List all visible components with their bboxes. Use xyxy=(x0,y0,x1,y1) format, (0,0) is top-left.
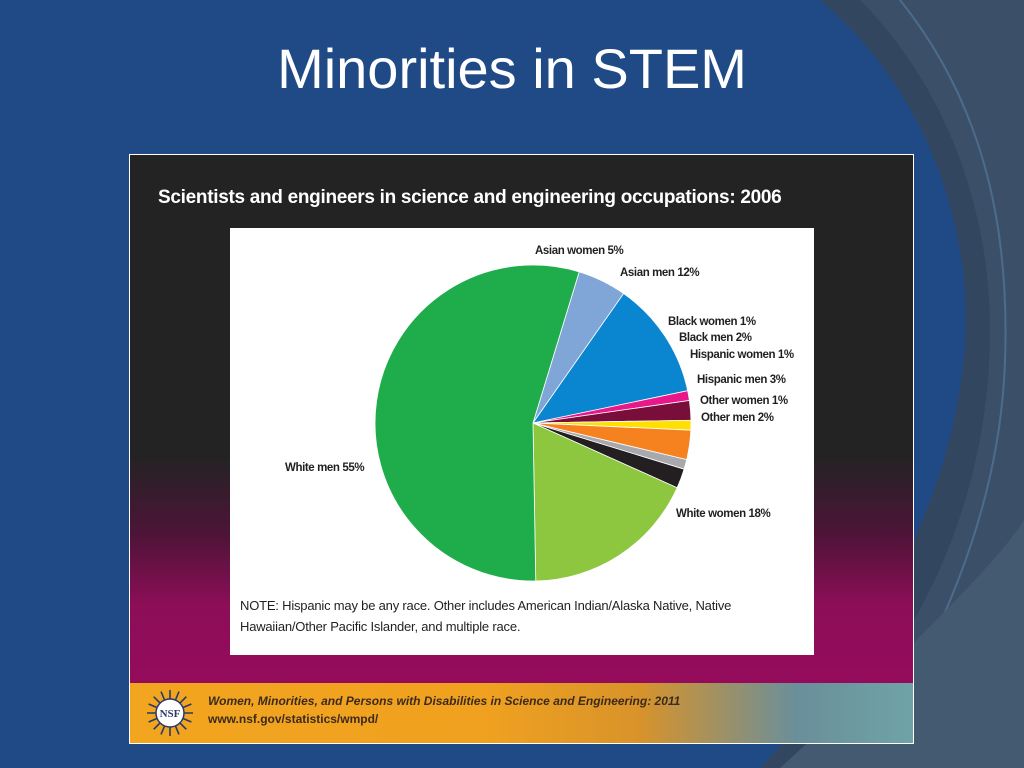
footer-url: www.nsf.gov/statistics/wmpd/ xyxy=(208,712,379,726)
pie-label-other-women: Other women 1% xyxy=(700,395,788,407)
pie-label-black-women: Black women 1% xyxy=(668,316,756,328)
pie-label-white-women: White women 18% xyxy=(676,508,770,520)
pie-label-black-men: Black men 2% xyxy=(679,332,752,344)
pie-label-hispanic-women: Hispanic women 1% xyxy=(690,349,794,361)
source-footer: NSF Women, Minorities, and Persons with … xyxy=(130,683,913,743)
chart-title: Scientists and engineers in science and … xyxy=(158,187,782,208)
pie-chart: Asian women 5% Asian men 12% Black women 1… xyxy=(285,245,794,582)
footer-source: Women, Minorities, and Persons with Disa… xyxy=(208,694,681,708)
pie-slice-white-women xyxy=(532,422,678,582)
pie-label-asian-men: Asian men 12% xyxy=(620,267,699,279)
chart-figure: Scientists and engineers in science and … xyxy=(129,154,914,744)
pie-slice-asian-men xyxy=(532,293,689,424)
pie-label-hispanic-men: Hispanic men 3% xyxy=(697,374,786,386)
nsf-logo-icon: NSF xyxy=(147,690,193,736)
pie-label-white-men: White men 55% xyxy=(285,462,364,474)
pie-label-other-men: Other men 2% xyxy=(701,412,774,424)
nsf-logo-text: NSF xyxy=(160,708,181,720)
pie-slice-white-men xyxy=(374,264,580,582)
chart-note: NOTE: Hispanic may be any race. Other in… xyxy=(240,598,732,634)
slide-title: Minorities in STEM xyxy=(277,37,747,100)
chart-panel: Asian women 5% Asian men 12% Black women 1… xyxy=(230,228,814,655)
pie-label-asian-women: Asian women 5% xyxy=(535,245,624,257)
